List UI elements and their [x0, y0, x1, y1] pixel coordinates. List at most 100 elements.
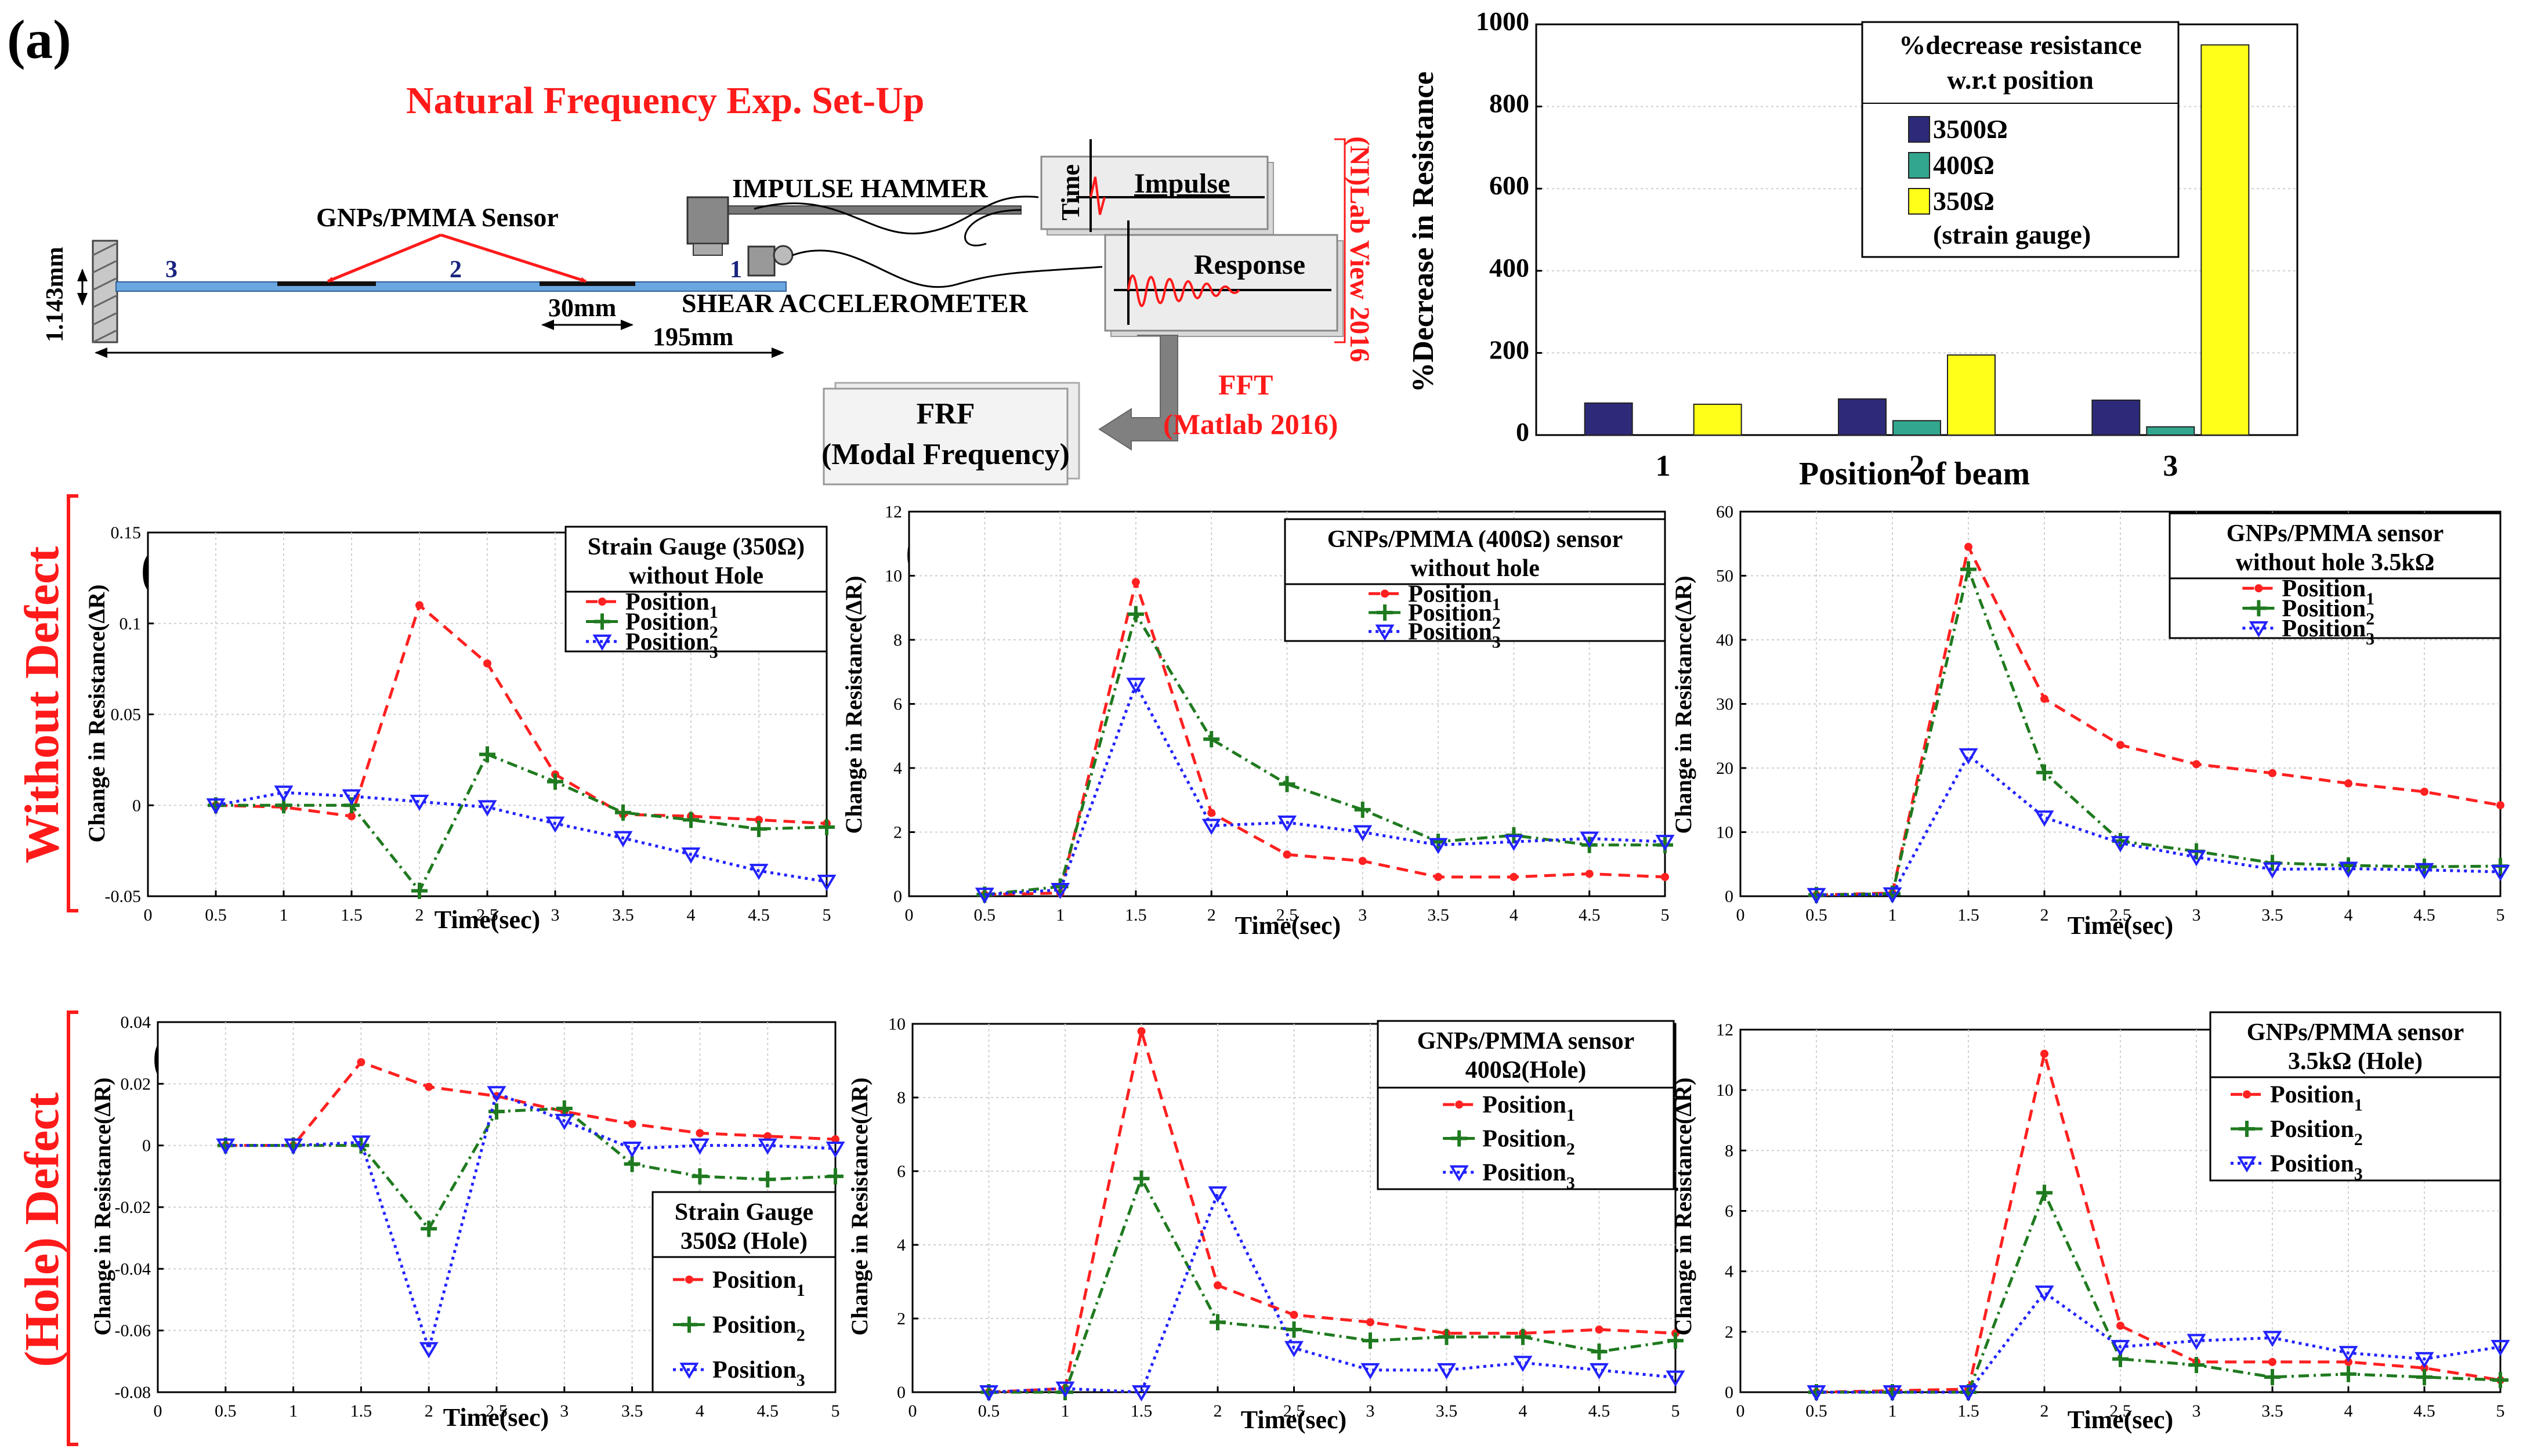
- point-position-3: [1208, 1186, 1228, 1203]
- point-position-3: [351, 1135, 371, 1152]
- legend-box: [1377, 1086, 1675, 1190]
- y-tick-label: 8: [897, 1088, 906, 1107]
- point-position-2: [479, 746, 495, 763]
- y-tick-label: 0: [1725, 887, 1733, 906]
- x-tick-label: 3.5: [2261, 1401, 2283, 1421]
- x-tick-label: 2: [415, 906, 424, 925]
- series-line-position-1: [984, 577, 1666, 896]
- point-position-3: [613, 831, 633, 847]
- x-tick-label: 5: [2496, 1401, 2505, 1421]
- legend-title: without hole: [1410, 555, 1540, 582]
- point-position-3: [1666, 1370, 1685, 1387]
- legend-title: GNPs/PMMA sensor: [2227, 520, 2444, 547]
- x-axis-label: Time(sec): [2068, 911, 2173, 940]
- x-tick-label: 0: [144, 906, 153, 925]
- legend-marker: [1375, 624, 1395, 641]
- x-tick-label: 5: [823, 906, 831, 925]
- point-position-2: [1515, 1328, 1531, 1345]
- fft-label: FFT: [1218, 368, 1273, 401]
- y-tick-label: 2: [897, 1309, 906, 1328]
- y-tick-label: 8: [893, 631, 902, 650]
- point-position-3: [1277, 815, 1297, 832]
- point-position-2: [1279, 776, 1295, 792]
- point-position-2: [692, 1168, 708, 1185]
- point-position-3: [1883, 1385, 1902, 1401]
- legend-subscript: 3: [2366, 629, 2374, 649]
- thickness-label: 1.143mm: [42, 247, 68, 342]
- x-tick-label: 3.5: [612, 906, 634, 925]
- bar-400Ω-pos3: [2146, 426, 2195, 436]
- x-tick-label: 1: [1656, 450, 1671, 483]
- x-tick-label: 2: [2040, 906, 2049, 925]
- point-position-2: [1203, 731, 1220, 748]
- x-tick-label: 1.5: [1957, 1401, 1979, 1421]
- point-position-3: [2187, 1334, 2206, 1350]
- y-tick-label: 0.05: [111, 705, 142, 725]
- series-line-position-3: [215, 791, 827, 883]
- series-line-position-2: [225, 1107, 836, 1232]
- y-tick-label: 4: [897, 1236, 906, 1255]
- point-position-1: [763, 1132, 772, 1140]
- frf-label: FRF: [916, 397, 975, 430]
- chart-g: (g)024681000.511.522.533.544.55Time(sec)…: [846, 1015, 1685, 1434]
- point-position-1: [2116, 1321, 2124, 1330]
- point-position-3: [1353, 825, 1373, 842]
- y-tick-label: 50: [1716, 567, 1733, 586]
- legend-title: w.r.t position: [1947, 65, 2094, 95]
- point-position-1: [415, 601, 423, 610]
- point-position-3: [216, 1138, 236, 1155]
- point-position-3: [1055, 1381, 1075, 1398]
- response-label: Response: [1194, 249, 1305, 280]
- point-position-3: [690, 1138, 710, 1155]
- x-tick-label: 2: [2040, 1401, 2049, 1421]
- point-position-3: [979, 1385, 999, 1401]
- point-position-3: [1360, 1363, 1380, 1379]
- point-position-3: [817, 874, 837, 891]
- point-position-3: [2339, 1346, 2358, 1363]
- position-2-label: 2: [450, 256, 462, 283]
- point-position-3: [1883, 887, 1902, 904]
- response-signal: [1127, 274, 1240, 307]
- y-tick-label: 0.1: [120, 614, 142, 633]
- hammer-head: [686, 196, 729, 245]
- y-tick-label: 0.15: [111, 523, 142, 542]
- x-axis-label: Position of beam: [1799, 456, 2030, 492]
- legend-title-box: [2169, 512, 2502, 579]
- x-tick-label: 5: [2496, 906, 2505, 925]
- legend-marker: [1449, 1165, 1469, 1182]
- point-position-3: [1126, 678, 1146, 694]
- y-tick-label: 30: [1716, 695, 1733, 714]
- point-position-3: [826, 1141, 845, 1158]
- x-tick-label: 1: [1888, 906, 1897, 925]
- point-position-3: [1513, 1356, 1533, 1372]
- row-label-hole-defect: (Hole) Defect: [15, 1010, 78, 1446]
- setup-schematic: (a) Natural Frequency Exp. Set-Up 3 2 1 …: [7, 9, 1375, 486]
- point-position-1: [1137, 1027, 1146, 1035]
- y-axis-label: Change in Resistance(ΔR): [1670, 1077, 1696, 1335]
- legend-subscript: 3: [797, 1371, 805, 1390]
- point-position-1: [1510, 872, 1518, 881]
- y-tick-label: 0: [893, 887, 902, 906]
- legend-title: GNPs/PMMA (400Ω) sensor: [1327, 526, 1623, 553]
- legend-marker: [594, 613, 610, 630]
- point-position-3: [1436, 1363, 1457, 1379]
- bar-3500Ω-pos2: [1838, 398, 1887, 436]
- series-line-position-1: [225, 1060, 836, 1147]
- x-axis-label: Time(sec): [2068, 1406, 2173, 1434]
- point-position-3: [2339, 861, 2358, 878]
- sensor-position-2: [277, 281, 376, 286]
- impulse-signal: [1089, 176, 1106, 215]
- position-1-label: 1: [730, 256, 742, 283]
- y-axis-label: Change in Resistance(ΔR): [846, 1077, 873, 1335]
- x-axis-label: Time(sec): [1235, 911, 1341, 940]
- point-position-2: [421, 1220, 437, 1237]
- point-position-2: [1286, 1321, 1302, 1338]
- point-position-1: [483, 659, 491, 668]
- y-axis-label: Change in Resistance(ΔR): [1670, 575, 1696, 834]
- series-line-position-3: [989, 1189, 1676, 1394]
- point-position-1: [1661, 872, 1669, 881]
- legend-title: Strain Gauge: [675, 1199, 813, 1226]
- legend-entry: (strain gauge): [1933, 220, 2091, 249]
- hammer-tip: [693, 243, 723, 256]
- point-position-3: [622, 1141, 642, 1158]
